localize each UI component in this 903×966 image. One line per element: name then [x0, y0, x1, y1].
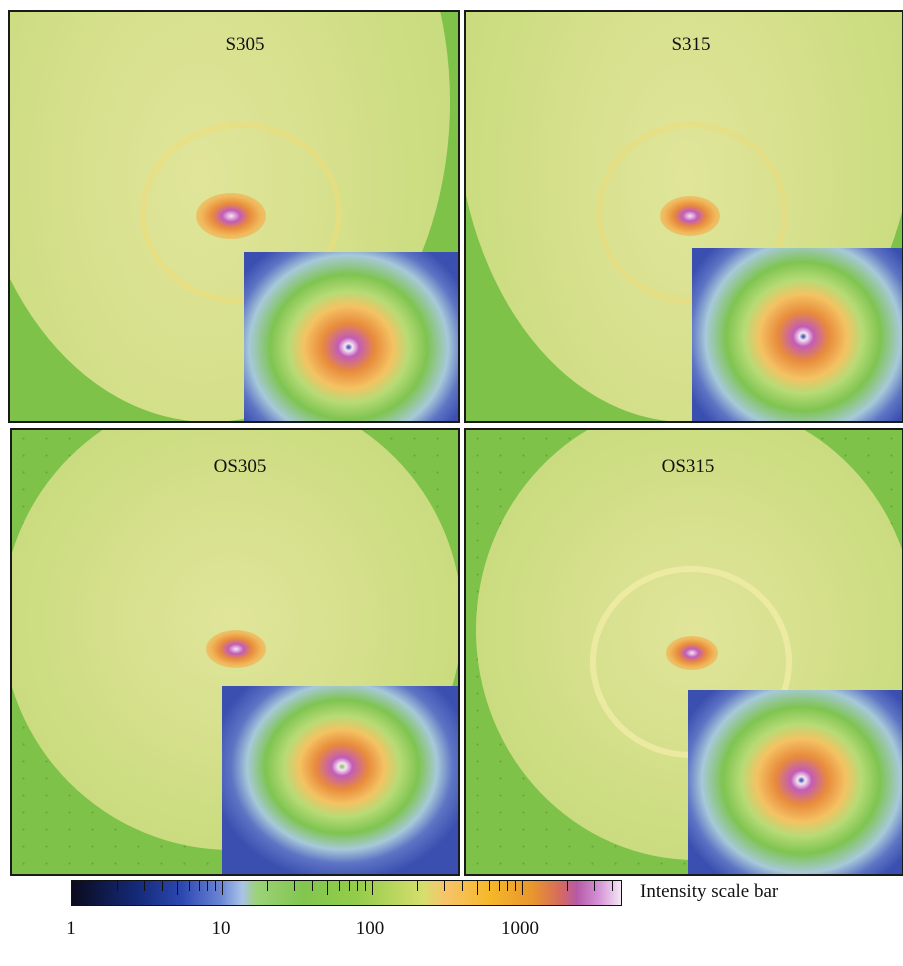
scale-tick — [522, 881, 523, 895]
scale-tick — [215, 881, 216, 891]
scale-tick — [339, 881, 340, 891]
panel-s315: S315 — [464, 10, 903, 423]
panel-label: OS315 — [661, 456, 715, 477]
center-spot — [196, 193, 266, 239]
scale-tick — [144, 881, 145, 891]
scale-tick — [515, 881, 516, 891]
scale-tick — [222, 881, 223, 895]
scale-tick — [594, 881, 595, 891]
scale-tick — [372, 881, 373, 895]
scale-tick — [357, 881, 358, 891]
panel-os315: OS315 — [464, 428, 903, 876]
scale-tick-label-1000: 1000 — [501, 918, 539, 939]
scale-tick — [612, 881, 613, 891]
zoom-inset — [692, 248, 902, 421]
scale-tick — [444, 881, 445, 891]
center-spot — [666, 636, 718, 670]
scale-tick — [117, 881, 118, 891]
panel-label: S305 — [225, 34, 265, 55]
scale-tick — [349, 881, 350, 891]
scale-tick — [477, 881, 478, 895]
scale-tick — [462, 881, 463, 891]
panel-label: S315 — [671, 34, 711, 55]
scale-tick — [189, 881, 190, 891]
zoom-inset — [688, 690, 902, 874]
panel-s305: S305 — [8, 10, 460, 423]
scale-tick — [267, 881, 268, 891]
intensity-scale-bar — [71, 880, 622, 906]
scale-tick — [312, 881, 313, 891]
scale-tick — [294, 881, 295, 891]
panel-label: OS305 — [213, 456, 267, 477]
scale-tick-label-1: 1 — [66, 918, 76, 939]
scale-tick — [499, 881, 500, 891]
center-spot — [660, 196, 720, 236]
scale-tick-label-100: 100 — [355, 918, 385, 939]
zoom-inset — [244, 252, 458, 421]
scale-tick — [207, 881, 208, 891]
center-spot — [206, 630, 266, 668]
scale-tick — [567, 881, 568, 891]
scale-tick — [177, 881, 178, 895]
scale-tick — [162, 881, 163, 891]
zoom-inset — [222, 686, 458, 874]
scale-tick — [199, 881, 200, 891]
scale-tick — [365, 881, 366, 891]
scale-tick — [507, 881, 508, 891]
panel-os305: OS305 — [10, 428, 460, 876]
scale-bar-title: Intensity scale bar — [640, 881, 779, 902]
scale-tick — [489, 881, 490, 891]
scale-tick — [417, 881, 418, 891]
scale-tick — [327, 881, 328, 895]
scale-tick-label-10: 10 — [211, 918, 231, 939]
scattering-ring — [140, 122, 342, 304]
